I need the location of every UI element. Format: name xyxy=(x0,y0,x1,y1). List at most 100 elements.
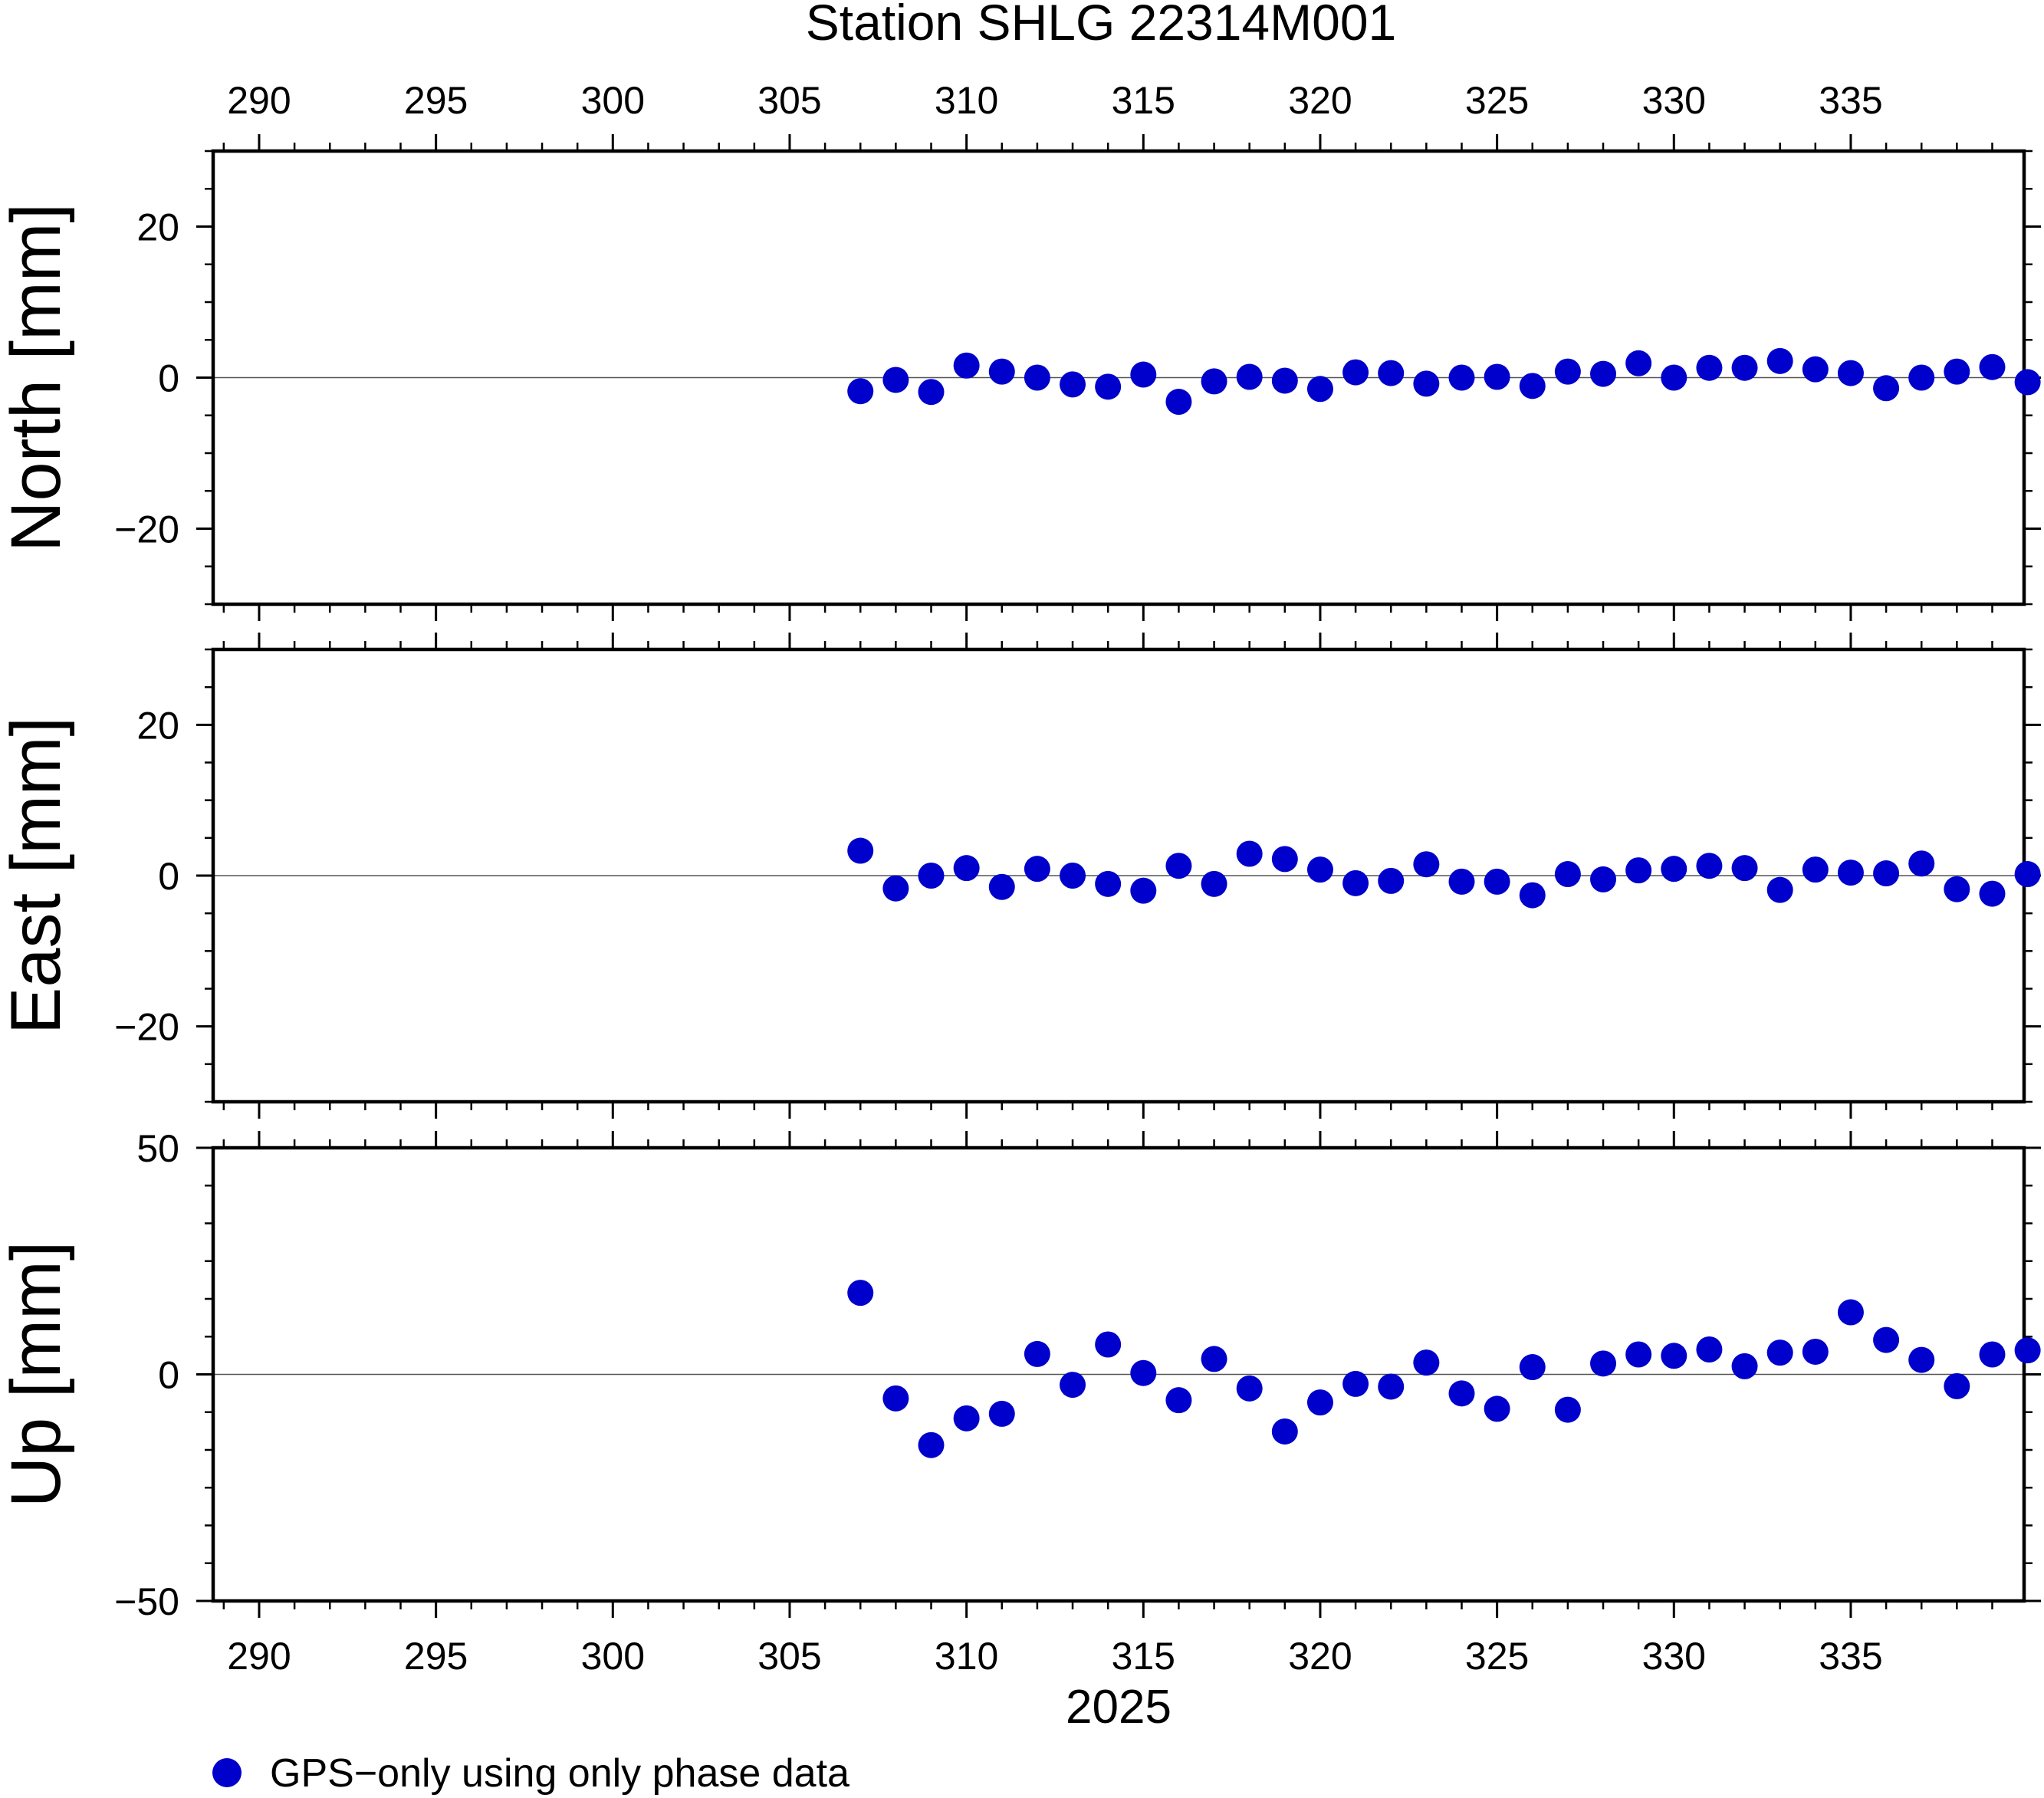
x-tick-label-top: 290 xyxy=(227,79,291,122)
x-tick-label-bottom: 290 xyxy=(227,1635,291,1678)
data-point xyxy=(882,875,909,902)
data-point xyxy=(1236,363,1263,390)
data-point xyxy=(1095,870,1122,897)
data-point xyxy=(1519,373,1546,399)
data-point xyxy=(1095,373,1122,400)
data-point xyxy=(1661,364,1687,391)
y-tick-label: −20 xyxy=(114,1006,179,1049)
data-point xyxy=(1696,1336,1723,1362)
x-tick-label-bottom: 305 xyxy=(757,1635,821,1678)
data-point xyxy=(1271,846,1298,873)
data-point xyxy=(1024,856,1050,883)
data-point xyxy=(1661,1343,1687,1369)
x-tick-label-top: 315 xyxy=(1112,79,1175,122)
data-point xyxy=(1766,347,1793,374)
data-point xyxy=(2014,1337,2041,1364)
data-point xyxy=(1060,371,1086,398)
data-point xyxy=(1944,358,1970,385)
data-point xyxy=(1731,855,1758,882)
x-tick-label-top: 295 xyxy=(404,79,468,122)
y-tick-label: 0 xyxy=(158,357,179,400)
data-point xyxy=(1802,856,1829,883)
data-point xyxy=(1554,1396,1581,1423)
data-point xyxy=(1413,1349,1440,1376)
data-point xyxy=(1413,370,1440,397)
data-point xyxy=(1201,870,1227,897)
data-point xyxy=(1060,863,1086,889)
data-point xyxy=(1625,1341,1652,1368)
data-point xyxy=(1484,1395,1510,1422)
data-point xyxy=(1130,877,1157,904)
y-tick-label: 20 xyxy=(136,704,179,747)
data-point xyxy=(918,863,945,889)
data-point xyxy=(988,358,1015,385)
data-point xyxy=(1837,360,1864,386)
data-point xyxy=(1165,1387,1192,1414)
data-point xyxy=(2014,369,2041,396)
data-point xyxy=(1342,1370,1369,1397)
data-point xyxy=(1024,364,1050,391)
data-point xyxy=(882,1385,909,1412)
y-tick-label: −20 xyxy=(114,508,179,551)
y-axis-label: North [mm] xyxy=(0,203,75,552)
data-point xyxy=(1554,358,1581,385)
y-tick-label: −50 xyxy=(114,1580,179,1623)
data-point xyxy=(847,1280,874,1307)
data-point xyxy=(1696,853,1723,879)
data-point xyxy=(1271,1418,1298,1445)
data-point xyxy=(1271,367,1298,394)
data-point xyxy=(1519,882,1546,909)
data-point xyxy=(1342,359,1369,386)
data-point xyxy=(1766,1339,1793,1366)
data-point xyxy=(1448,868,1475,895)
data-point xyxy=(1554,861,1581,888)
data-point xyxy=(1306,376,1333,403)
data-point xyxy=(1590,1350,1617,1377)
data-point xyxy=(1979,1341,2006,1368)
data-point xyxy=(1766,876,1793,903)
data-point xyxy=(1165,389,1192,416)
data-point xyxy=(1201,1346,1227,1372)
data-point xyxy=(1731,354,1758,381)
data-point xyxy=(953,855,980,882)
data-point xyxy=(918,1431,945,1458)
chart-title: Station SHLG 22314M001 xyxy=(806,0,1397,51)
data-point xyxy=(1979,353,2006,380)
panels-group: 20 0 −20 North [mm] 20 0 −20 East [mm] 50 0 −50 Up … xyxy=(0,79,2041,1678)
x-tick-label-top: 330 xyxy=(1642,79,1706,122)
x-tick-label-bottom: 295 xyxy=(404,1635,468,1678)
data-point xyxy=(1837,860,1864,886)
data-point xyxy=(1306,856,1333,883)
data-point xyxy=(953,352,980,379)
data-point xyxy=(1979,880,2006,907)
data-point xyxy=(2014,861,2041,888)
data-point xyxy=(1944,876,1970,902)
data-point xyxy=(1413,851,1440,878)
y-axis-label: East [mm] xyxy=(0,717,75,1034)
x-tick-label-top: 320 xyxy=(1288,79,1352,122)
y-tick-label: 20 xyxy=(136,206,179,249)
data-point xyxy=(1590,360,1617,387)
data-point xyxy=(1165,853,1192,879)
data-point xyxy=(1908,850,1935,877)
x-tick-label-top: 325 xyxy=(1465,79,1529,122)
x-tick-label-bottom: 330 xyxy=(1642,1635,1706,1678)
data-point xyxy=(1342,869,1369,896)
legend-marker xyxy=(212,1758,242,1787)
panel-3: 50 0 −50 Up [mm] xyxy=(0,1127,2041,1623)
data-point xyxy=(1130,1359,1157,1386)
data-point xyxy=(1590,866,1617,892)
data-point xyxy=(1201,368,1227,395)
data-point xyxy=(988,1400,1015,1427)
data-point xyxy=(1802,356,1829,383)
data-point xyxy=(1837,1299,1864,1326)
data-point xyxy=(1873,375,1900,402)
data-point xyxy=(1696,354,1723,381)
x-tick-label-bottom: 325 xyxy=(1465,1635,1529,1678)
data-point xyxy=(1448,1380,1475,1407)
data-point xyxy=(1024,1340,1050,1367)
y-axis-label: Up [mm] xyxy=(0,1241,75,1508)
y-tick-label: 0 xyxy=(158,855,179,898)
legend: GPS−only using only phase data xyxy=(212,1751,849,1796)
